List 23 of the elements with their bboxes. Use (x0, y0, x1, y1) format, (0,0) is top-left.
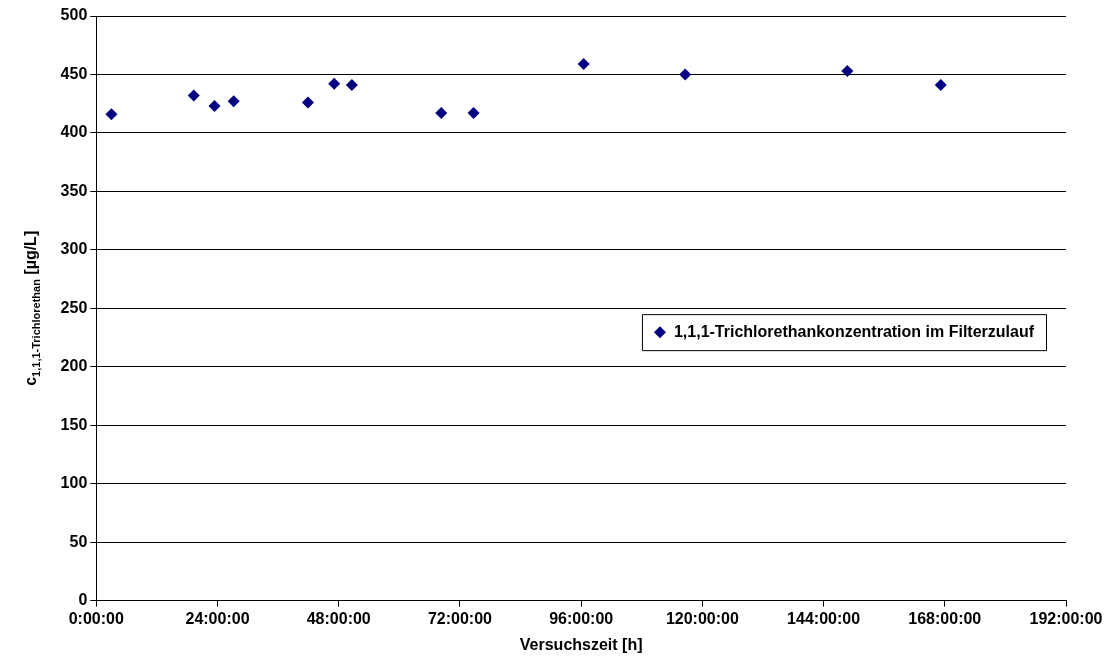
y-tick-label: 250 (60, 298, 88, 316)
y-tick-label: 400 (60, 123, 88, 141)
y-axis-title: c1,1,1-Trichlorethan [µg/L] (22, 230, 42, 386)
x-tick-label: 24:00:00 (185, 609, 250, 627)
x-tick-label: 144:00:00 (787, 609, 861, 627)
y-tick-label: 350 (60, 181, 88, 199)
y-tick-label: 450 (60, 64, 88, 82)
x-tick-label: 72:00:00 (427, 609, 493, 627)
legend-label: 1,1,1-Trichlorethankonzentration im Filterzulauf (673, 322, 1035, 340)
x-axis-title: Versuchszeit [h] (519, 635, 643, 653)
y-tick-label: 100 (60, 474, 88, 492)
x-tick-label: 48:00:00 (306, 609, 371, 627)
y-tick-label: 0 (78, 591, 88, 609)
x-tick-label: 168:00:00 (908, 609, 982, 627)
y-tick-label: 150 (60, 415, 88, 433)
x-tick-label: 0:00:00 (68, 609, 124, 627)
y-tick-label: 200 (60, 357, 88, 375)
y-tick-label: 300 (60, 240, 88, 258)
y-tick-label: 500 (60, 6, 88, 24)
y-tick-label: 50 (69, 532, 88, 550)
x-tick-label: 192:00:00 (1029, 609, 1103, 627)
x-tick-label: 96:00:00 (549, 609, 614, 627)
x-tick-label: 120:00:00 (665, 609, 739, 627)
